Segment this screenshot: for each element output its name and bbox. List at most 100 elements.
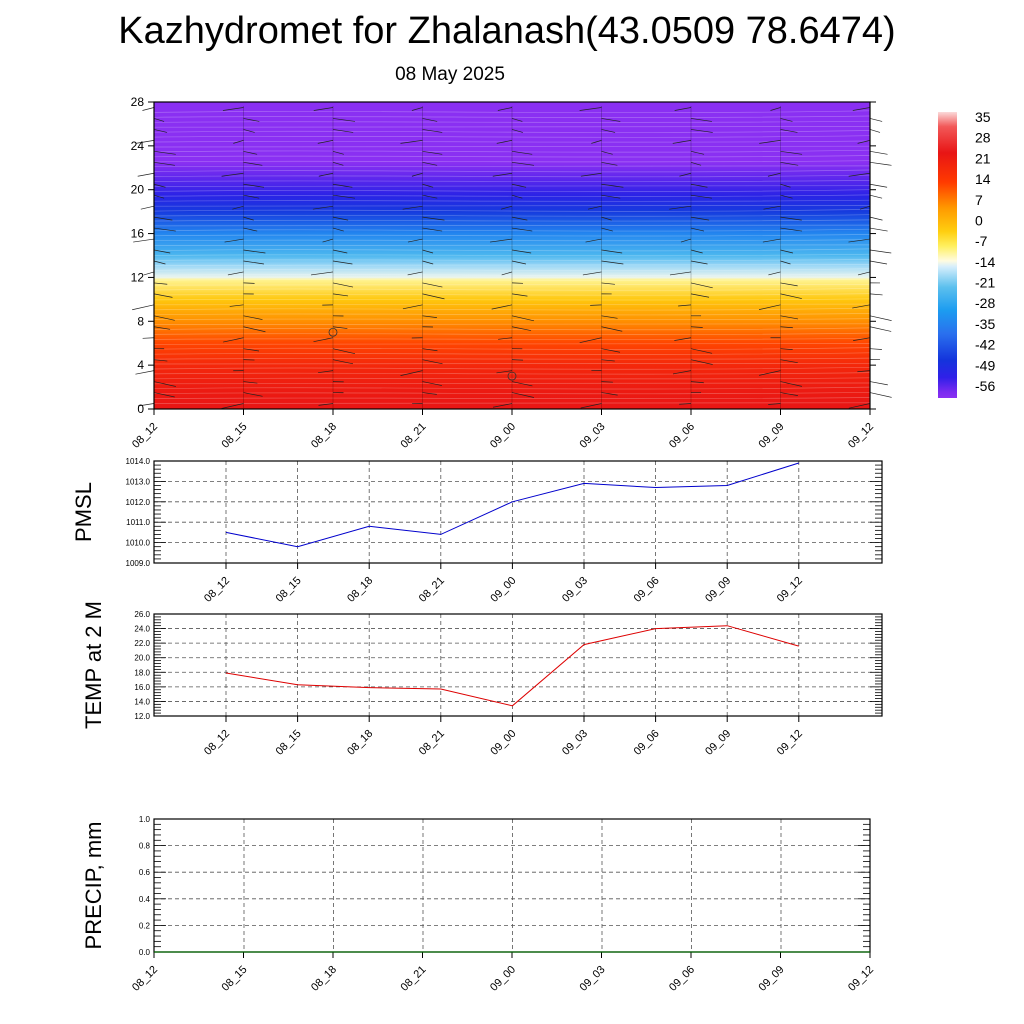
wind-barb: [759, 140, 781, 144]
wind-barb: [243, 150, 258, 155]
temperature-contour: [153, 372, 871, 375]
temperature-contour: [153, 135, 871, 138]
x-tick-label: 09_12: [775, 728, 805, 758]
y-axis-label: PRECIP, mm: [81, 822, 106, 950]
temperature-contour: [153, 366, 871, 370]
wind-barb: [672, 370, 692, 375]
x-tick-label: 09_00: [488, 421, 518, 451]
y-tick-label: 24.0: [134, 625, 150, 634]
wind-barb: [411, 107, 423, 111]
colorbar-label: -49: [975, 357, 995, 373]
wind-barb: [690, 183, 708, 188]
wind-barb: [770, 107, 781, 111]
wind-barb: [135, 370, 155, 375]
wind-barb: [601, 194, 621, 199]
x-tick-label: 09_12: [846, 964, 876, 994]
wind-barb: [317, 140, 334, 144]
wind-barb: [332, 129, 354, 133]
wind-barb: [601, 249, 623, 254]
wind-barb: [780, 129, 798, 133]
wind-barb: [853, 337, 871, 341]
colorbar-label: 21: [975, 150, 991, 166]
wind-barb: [153, 260, 166, 265]
wind-barb: [869, 227, 888, 232]
y-tick-label: 12.0: [134, 712, 150, 721]
colorbar-label: -28: [975, 295, 995, 311]
pmsl-panel: 1009.0 1010.0 1011.0 1012.0 1013.0 1014.0 08_1…: [71, 457, 883, 605]
wind-barb: [848, 403, 871, 409]
wind-barb: [243, 227, 258, 232]
temperature-contour: [153, 352, 871, 355]
wind-barb: [511, 227, 533, 232]
wind-barb: [869, 392, 892, 398]
x-tick-label: 08_21: [399, 964, 429, 994]
wind-barb: [690, 194, 713, 199]
wind-barb: [243, 249, 266, 254]
x-tick-label: 08_21: [417, 575, 447, 605]
temperature-contour: [153, 110, 871, 114]
x-tick-label: 09_09: [703, 728, 733, 758]
y-tick-label: 12: [131, 270, 145, 284]
wind-barb: [332, 249, 348, 254]
wind-barb: [690, 381, 704, 384]
panel-frame: [153, 613, 883, 717]
wind-barb: [690, 150, 705, 155]
temperature-contour: [153, 234, 871, 237]
wind-barb: [243, 326, 266, 333]
wind-barb: [759, 370, 781, 376]
wind-barb: [857, 271, 871, 276]
wind-barb: [422, 260, 434, 265]
x-tick-label: 09_06: [632, 728, 662, 758]
y-tick-label: 1013.0: [126, 477, 151, 486]
wind-barb: [601, 348, 621, 353]
y-tick-label: 1009.0: [126, 559, 151, 568]
precip-panel: 0.0 0.2 0.4 0.6 0.8 1.0 08_12 08_15 08_18 08_21 09…: [81, 815, 876, 994]
colorbar: 35 28 21 14 7 0 -7 -14 -21 -28 -35 -42 -49 -56: [938, 109, 995, 398]
wind-barb: [674, 107, 692, 111]
wind-barb: [690, 348, 713, 354]
colorbar-label: 14: [975, 171, 991, 187]
wind-barb: [498, 337, 513, 340]
wind-barb: [310, 271, 334, 276]
y-tick-label: 0.8: [139, 842, 151, 851]
wind-barb: [848, 172, 871, 177]
cross-section-panel: 0 4 8 12 16 20 24 28 08_12 08_15 08_18 08_21 09_00 09…: [130, 95, 892, 451]
wind-barb: [601, 216, 612, 221]
temperature-contour: [153, 180, 871, 183]
wind-barb: [601, 381, 613, 383]
wind-barb: [511, 129, 523, 133]
wind-barb: [137, 403, 155, 407]
wind-barb: [690, 326, 703, 328]
y-tick-label: 22.0: [134, 639, 150, 648]
wind-barb: [511, 150, 533, 155]
temperature-contour: [153, 307, 871, 311]
colorbar-label: -56: [975, 378, 995, 394]
wind-barb: [679, 172, 692, 177]
wind-barb: [153, 282, 168, 285]
wind-barb: [511, 392, 535, 398]
temperature-contour: [153, 347, 871, 350]
wind-barb: [579, 107, 602, 111]
wind-barb: [140, 205, 155, 210]
x-tick-label: 09_06: [667, 421, 697, 451]
temperature-contour: [153, 293, 871, 296]
wind-barb: [422, 293, 445, 300]
x-tick-label: 08_15: [220, 964, 250, 994]
wind-barb: [313, 107, 334, 111]
x-tick-label: 08_12: [130, 964, 160, 994]
panel-frame: [153, 460, 883, 564]
wind-barb: [153, 326, 171, 330]
wind-barb: [780, 315, 799, 320]
wind-barb: [313, 337, 334, 343]
wind-barb: [402, 304, 423, 310]
wind-barb: [869, 348, 882, 350]
wind-barb: [869, 129, 881, 133]
y-tick-label: 0.6: [139, 868, 151, 877]
colorbar-bar: [938, 112, 957, 398]
wind-barb: [411, 172, 423, 177]
wind-barb: [491, 304, 513, 310]
wind-barb: [233, 140, 244, 144]
temperature-contour: [153, 268, 871, 271]
wind-barb: [690, 227, 705, 232]
x-tick-label: 09_03: [578, 964, 608, 994]
